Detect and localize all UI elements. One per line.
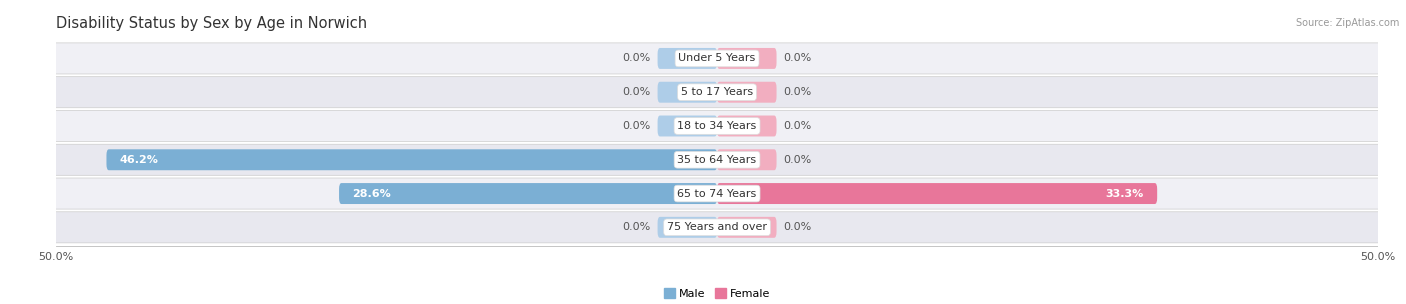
FancyBboxPatch shape (49, 110, 1385, 142)
Text: 46.2%: 46.2% (120, 155, 159, 165)
FancyBboxPatch shape (49, 77, 1385, 108)
Legend: Male, Female: Male, Female (659, 284, 775, 303)
Text: 0.0%: 0.0% (783, 222, 811, 232)
FancyBboxPatch shape (339, 183, 717, 204)
FancyBboxPatch shape (658, 82, 717, 103)
Text: 0.0%: 0.0% (783, 87, 811, 97)
FancyBboxPatch shape (717, 82, 776, 103)
FancyBboxPatch shape (717, 149, 776, 170)
Text: Source: ZipAtlas.com: Source: ZipAtlas.com (1295, 18, 1399, 28)
Text: 0.0%: 0.0% (623, 87, 651, 97)
FancyBboxPatch shape (658, 48, 717, 69)
Text: 65 to 74 Years: 65 to 74 Years (678, 188, 756, 199)
Text: 28.6%: 28.6% (353, 188, 391, 199)
FancyBboxPatch shape (49, 43, 1385, 74)
Text: 35 to 64 Years: 35 to 64 Years (678, 155, 756, 165)
Text: 33.3%: 33.3% (1105, 188, 1144, 199)
FancyBboxPatch shape (717, 183, 1157, 204)
FancyBboxPatch shape (49, 212, 1385, 243)
Text: 0.0%: 0.0% (783, 121, 811, 131)
FancyBboxPatch shape (717, 116, 776, 136)
Text: 0.0%: 0.0% (623, 121, 651, 131)
FancyBboxPatch shape (717, 217, 776, 238)
Text: 0.0%: 0.0% (783, 54, 811, 64)
FancyBboxPatch shape (658, 116, 717, 136)
Text: 75 Years and over: 75 Years and over (666, 222, 768, 232)
Text: 18 to 34 Years: 18 to 34 Years (678, 121, 756, 131)
FancyBboxPatch shape (658, 217, 717, 238)
Text: Disability Status by Sex by Age in Norwich: Disability Status by Sex by Age in Norwi… (56, 16, 367, 31)
Text: 0.0%: 0.0% (623, 54, 651, 64)
FancyBboxPatch shape (717, 48, 776, 69)
FancyBboxPatch shape (107, 149, 717, 170)
Text: 0.0%: 0.0% (783, 155, 811, 165)
Text: Under 5 Years: Under 5 Years (679, 54, 755, 64)
FancyBboxPatch shape (49, 144, 1385, 175)
FancyBboxPatch shape (49, 178, 1385, 209)
Text: 5 to 17 Years: 5 to 17 Years (681, 87, 754, 97)
Text: 0.0%: 0.0% (623, 222, 651, 232)
